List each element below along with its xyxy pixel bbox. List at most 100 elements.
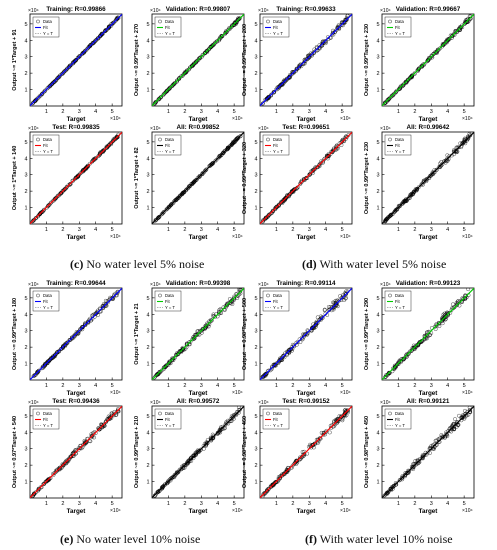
data-point (63, 68, 68, 73)
data-point (116, 289, 120, 294)
y-tick-label: 5 (24, 414, 27, 420)
x-axis-label: Target (419, 508, 439, 515)
data-point (270, 209, 275, 213)
data-point (404, 80, 408, 84)
y-tick-label: 3 (146, 173, 149, 179)
data-point (169, 202, 174, 207)
x-multiplier: ×10⁴ (232, 234, 243, 240)
x-axis-label: Target (297, 234, 317, 241)
data-point (156, 215, 161, 220)
data-point (225, 147, 230, 152)
legend-data-marker (388, 411, 392, 416)
legend-label-ideal: Y = T (43, 305, 53, 310)
data-point (440, 435, 445, 440)
data-point (175, 78, 179, 83)
legend-label-fit: Fit (273, 299, 278, 304)
data-point (215, 431, 220, 435)
data-point (180, 466, 185, 470)
data-point (466, 288, 471, 292)
data-point (311, 443, 316, 448)
data-point (63, 186, 68, 191)
data-point (390, 93, 394, 98)
data-point (419, 182, 424, 186)
data-point (440, 44, 445, 49)
data-point (43, 362, 47, 366)
data-point (102, 148, 106, 153)
data-point (385, 373, 389, 378)
data-point (446, 37, 451, 42)
data-point (319, 316, 324, 321)
y-tick-label: 4 (24, 312, 27, 318)
fit-line (152, 14, 244, 106)
data-point (273, 205, 278, 210)
data-point (111, 138, 116, 143)
x-tick-label: 4 (216, 109, 219, 115)
data-point (84, 48, 89, 52)
data-point (173, 198, 178, 202)
data-point (110, 139, 115, 144)
y-axis-label: Output ~= 0.99*Target + 230 (364, 142, 370, 214)
legend-label-ideal: Y = T (395, 149, 405, 154)
legend-label-fit: Fit (165, 299, 170, 304)
y-tick-label: 1 (24, 206, 27, 212)
x-tick-label: 4 (446, 109, 449, 115)
data-point (298, 181, 303, 186)
x-tick-label: 1 (45, 383, 48, 389)
plot-content (260, 288, 352, 380)
legend-data-marker (388, 293, 392, 298)
data-point (53, 197, 57, 201)
data-point (170, 83, 175, 88)
data-point (95, 310, 100, 315)
y-tick-label: 2 (24, 345, 27, 351)
y-tick-label: 3 (376, 447, 379, 453)
data-point (115, 408, 120, 413)
x-tick-label: 2 (413, 227, 416, 233)
data-point (90, 159, 94, 164)
data-point (396, 87, 401, 92)
data-point (428, 447, 433, 451)
data-point (306, 56, 311, 61)
data-point (101, 305, 106, 310)
legend-label-data: Data (273, 19, 283, 24)
data-point (72, 333, 77, 338)
data-point (458, 141, 463, 146)
data-point (62, 461, 67, 466)
data-point (65, 459, 69, 463)
data-point (344, 17, 349, 21)
x-tick-label: 5 (233, 501, 236, 507)
data-point (279, 200, 284, 205)
legend-label-data: Data (273, 137, 283, 142)
fit-line (260, 406, 352, 498)
data-point (50, 82, 54, 86)
data-point (327, 430, 332, 435)
data-point (460, 141, 465, 146)
data-point (54, 78, 58, 83)
data-point (395, 362, 399, 367)
y-tick-label: 4 (146, 312, 149, 318)
x-tick-label: 1 (275, 383, 278, 389)
data-point (211, 161, 216, 165)
data-point (316, 440, 321, 445)
data-point (331, 307, 336, 312)
data-point (324, 430, 328, 434)
data-point (274, 361, 278, 366)
x-multiplier: ×10⁴ (232, 116, 243, 122)
y-tick-label: 2 (376, 189, 379, 195)
data-point (39, 485, 43, 489)
x-tick-label: 2 (183, 109, 186, 115)
y-tick-label: 3 (254, 173, 257, 179)
y-tick-label: 5 (146, 140, 149, 146)
data-point (313, 323, 317, 328)
data-point (54, 196, 58, 200)
legend-label-ideal: Y = T (165, 31, 175, 36)
data-point (260, 101, 265, 106)
data-point (451, 421, 456, 426)
data-point (39, 366, 44, 371)
legend-label-ideal: Y = T (273, 149, 283, 154)
